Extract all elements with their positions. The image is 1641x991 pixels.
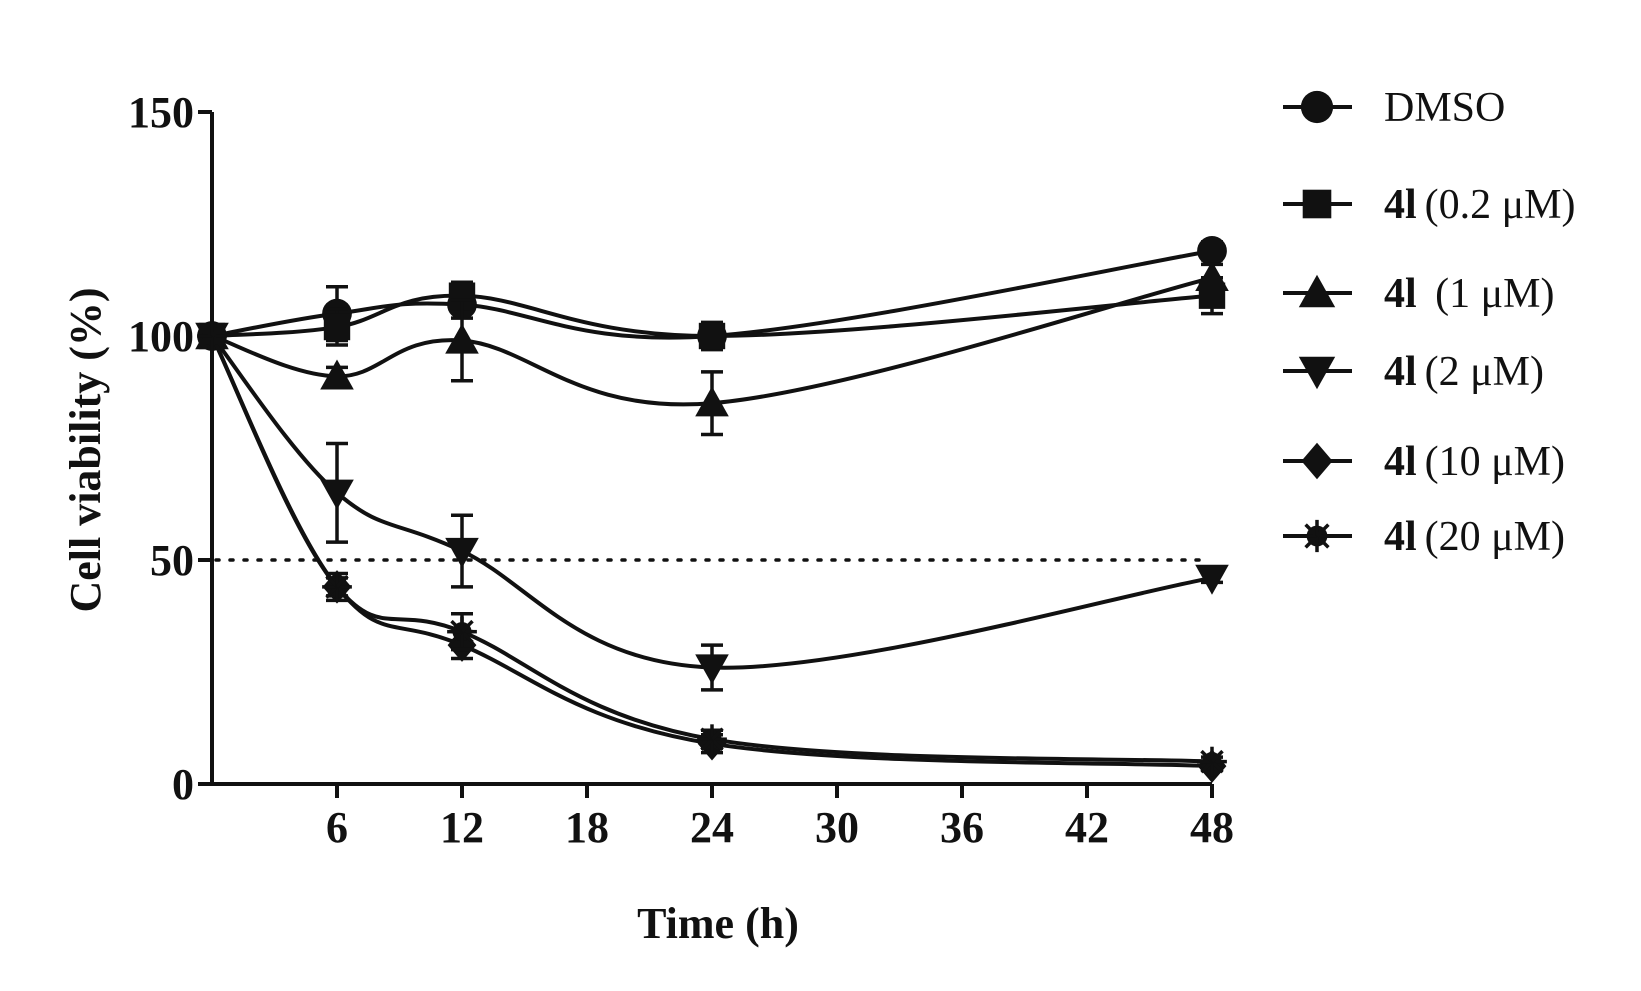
legend-marker <box>1298 356 1336 390</box>
x-tick-label: 6 <box>326 803 348 852</box>
legend-concentration: (1 μM) <box>1425 271 1555 317</box>
data-point-ray <box>700 737 714 751</box>
legend-concentration: (10 μM) <box>1425 439 1565 485</box>
data-point-ray <box>1210 760 1224 774</box>
data-point-ray <box>450 630 464 644</box>
legend-concentration: (20 μM) <box>1425 514 1565 560</box>
x-axis-title: Time (h) <box>637 899 799 948</box>
series-triangle-up <box>195 260 1229 437</box>
x-tick-label: 18 <box>565 803 609 852</box>
data-point <box>445 323 479 354</box>
series-line <box>210 335 1213 764</box>
legend-marker <box>1302 189 1332 219</box>
x-tick-label: 24 <box>690 803 734 852</box>
legend-concentration: (0.2 μM) <box>1425 182 1576 228</box>
data-point <box>695 386 729 417</box>
x-tick-label: 42 <box>1065 803 1109 852</box>
legend-compound: 4l <box>1384 271 1417 317</box>
data-point-ray <box>200 324 214 338</box>
data-point-ray <box>710 737 724 751</box>
legend-marker <box>1301 442 1333 480</box>
series-line <box>211 275 1213 407</box>
y-tick-label: 0 <box>172 760 194 809</box>
legend-item: 4l (0.2 μM) <box>1283 182 1576 228</box>
axes: 0 50 100 150 6 12 18 24 30 36 42 48 <box>128 88 1234 852</box>
data-point <box>322 572 352 602</box>
data-point <box>1197 746 1227 777</box>
legend-marker-ray <box>1315 534 1330 549</box>
legend-marker-ray <box>1304 523 1319 538</box>
data-point-ray <box>460 619 474 633</box>
legend-label: 4l (20 μM) <box>1384 514 1565 560</box>
legend-marker-ray <box>1315 523 1330 538</box>
data-point-ray <box>450 619 464 633</box>
data-point-ray <box>210 334 224 348</box>
legend-marker <box>1300 519 1334 553</box>
data-point <box>1195 260 1229 291</box>
legend-label: 4l (2 μM) <box>1384 349 1544 395</box>
x-tick-label: 36 <box>940 803 984 852</box>
data-point-ray <box>200 334 214 348</box>
data-point-ray <box>325 575 339 589</box>
legend-marker <box>1298 274 1336 308</box>
data-point <box>320 479 354 510</box>
legend-compound: 4l <box>1384 514 1417 560</box>
data-point <box>447 616 477 647</box>
y-tick-label: 50 <box>150 536 194 585</box>
legend-compound: 4l <box>1384 349 1417 395</box>
data-point <box>695 654 729 685</box>
data-point-ray <box>210 324 224 338</box>
legend-label: 4l (1 μM) <box>1384 271 1555 317</box>
data-point-ray <box>1200 760 1214 774</box>
y-tick-label: 100 <box>128 312 194 361</box>
series-layer <box>195 236 1229 783</box>
legend-item: 4l (2 μM) <box>1283 349 1544 395</box>
y-tick-label: 150 <box>128 88 194 137</box>
legend-item: DMSO <box>1283 85 1505 131</box>
legend-item: 4l (1 μM) <box>1283 271 1555 317</box>
data-point-ray <box>460 630 474 644</box>
legend-marker <box>1300 90 1334 124</box>
legend-compound: 4l <box>1384 182 1417 228</box>
data-point-ray <box>700 727 714 741</box>
legend-label: DMSO <box>1384 85 1505 131</box>
data-point-ray <box>710 727 724 741</box>
data-point <box>197 321 227 351</box>
data-point <box>698 322 726 350</box>
data-point-ray <box>1210 749 1224 763</box>
data-point <box>697 724 727 755</box>
data-point <box>1195 564 1229 595</box>
legend-concentration: (2 μM) <box>1425 349 1544 395</box>
data-point <box>323 313 351 341</box>
data-point-ray <box>335 575 349 589</box>
legend-item: 4l (10 μM) <box>1283 439 1565 485</box>
x-tick-label: 48 <box>1190 803 1234 852</box>
data-point-ray <box>335 585 349 599</box>
series-line <box>210 334 1213 670</box>
x-tick-label: 12 <box>440 803 484 852</box>
y-axis-title: Cell viability (%) <box>61 287 110 612</box>
x-tick-label: 30 <box>815 803 859 852</box>
series-square <box>198 276 1226 352</box>
legend-label: 4l (10 μM) <box>1384 439 1565 485</box>
data-point <box>445 537 479 568</box>
data-point <box>1197 236 1227 266</box>
series-star <box>197 321 1227 777</box>
data-point-ray <box>325 585 339 599</box>
legend-item: 4l (20 μM) <box>1283 514 1565 560</box>
legend-marker-ray <box>1304 534 1319 549</box>
legend-label: 4l (0.2 μM) <box>1384 182 1576 228</box>
legend-compound: 4l <box>1384 439 1417 485</box>
data-point <box>320 359 354 390</box>
data-point-ray <box>1200 749 1214 763</box>
